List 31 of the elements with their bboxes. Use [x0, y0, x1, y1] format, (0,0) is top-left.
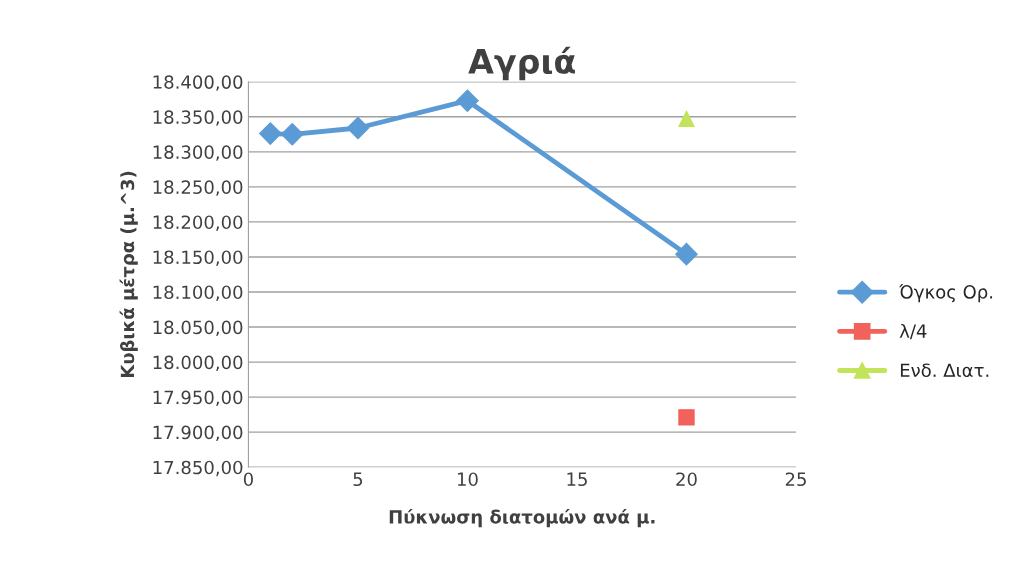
x-tick-label: 0 — [243, 472, 253, 487]
point — [678, 409, 695, 426]
point — [346, 116, 370, 140]
y-tick-label: 17.850,00 — [153, 460, 243, 477]
y-tick-label: 18.300,00 — [153, 145, 243, 161]
y-tick-label: 18.000,00 — [153, 355, 243, 372]
y-tick-label: 17.900,00 — [153, 425, 243, 442]
point — [456, 89, 479, 112]
chart-title: Αγριά — [468, 46, 575, 81]
y-tick-label: 18.150,00 — [153, 250, 243, 266]
y-tick-label: 18.050,00 — [153, 320, 243, 336]
y-tick-label: 18.350,00 — [153, 110, 243, 126]
x-axis-title: Πύκνωση διατομών ανά μ. — [389, 508, 655, 528]
y-tick-label: 18.400,00 — [153, 75, 243, 91]
legend-label: Όγκος Ορ. — [899, 284, 993, 303]
x-tick-label: 10 — [457, 472, 478, 487]
legend-label: Ενδ. Διατ. — [900, 363, 989, 378]
y-axis-title: Κυβικά μέτρα (μ.^3) — [119, 171, 138, 378]
legend-label: λ/4 — [899, 323, 927, 340]
x-tick-label: 5 — [353, 472, 363, 487]
y-tick-label: 18.100,00 — [153, 285, 243, 301]
x-tick-label: 25 — [785, 472, 806, 487]
point — [678, 110, 695, 128]
point — [259, 122, 282, 145]
y-tick-label: 17.950,00 — [153, 390, 243, 407]
x-tick-label: 15 — [567, 472, 587, 487]
point — [280, 123, 304, 146]
x-tick-label: 20 — [676, 472, 697, 487]
point — [675, 242, 698, 266]
y-tick-label: 18.200,00 — [153, 215, 243, 231]
y-tick-label: 18.250,00 — [153, 180, 243, 196]
